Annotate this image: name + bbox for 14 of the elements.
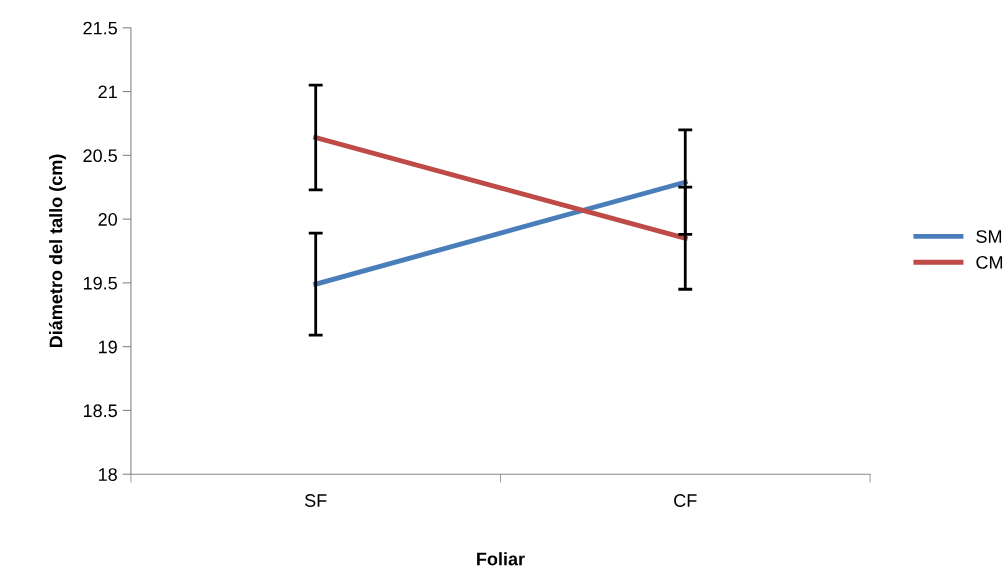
x-tick-label: SF [304,494,327,507]
legend-label: CM [976,255,1003,269]
x-axis-title: Foliar [477,552,525,566]
legend-label: SM [976,230,1002,243]
y-tick-label: 19.5 [83,276,117,290]
y-tick-label: 21 [98,85,117,99]
y-tick-label: 20.5 [83,149,117,163]
y-tick-label: 20 [98,213,118,226]
x-tick-label: CF [674,494,697,507]
y-tick-label: 19 [99,340,117,354]
y-tick-label: 21.5 [83,21,117,35]
y-tick-label: 18 [99,468,117,481]
y-tick-label: 18.5 [83,404,117,418]
y-axis-title: Diámetro del tallo (cm) [48,154,66,348]
